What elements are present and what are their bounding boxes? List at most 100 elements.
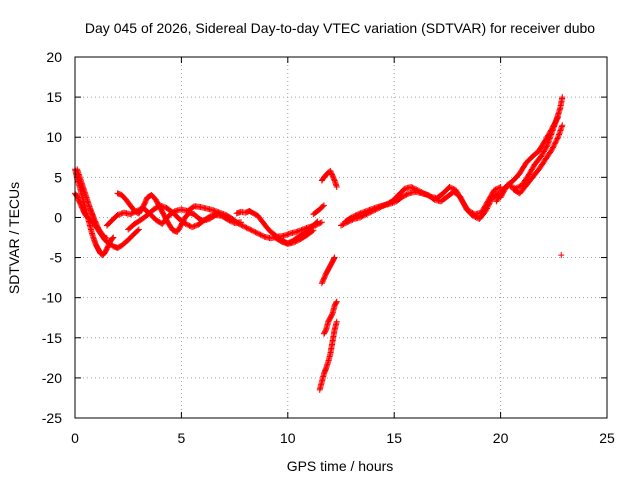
data-point	[459, 198, 466, 205]
data-point	[257, 231, 264, 238]
data-point	[134, 227, 141, 234]
data-point	[242, 224, 249, 231]
data-point	[185, 222, 192, 229]
data-point	[486, 200, 493, 207]
data-point	[310, 227, 317, 234]
data-point	[469, 212, 476, 219]
point-layer	[72, 94, 566, 393]
data-point	[559, 94, 566, 101]
data-point	[495, 185, 502, 192]
y-tick-label: -10	[42, 290, 62, 306]
data-point	[252, 229, 259, 236]
data-point	[458, 196, 465, 203]
data-point	[182, 220, 189, 227]
data-point	[258, 232, 265, 239]
data-point	[552, 139, 559, 146]
data-point	[295, 237, 302, 244]
data-point	[484, 204, 491, 211]
data-point	[483, 205, 490, 212]
chart-title: Day 045 of 2026, Sidereal Day-to-day VTE…	[85, 20, 595, 36]
series-track-i	[310, 202, 327, 218]
data-point	[331, 255, 338, 262]
y-tick-label: -15	[42, 330, 62, 346]
data-point	[214, 211, 221, 218]
data-point	[127, 211, 134, 218]
series-track-k	[316, 318, 340, 393]
data-point	[516, 183, 523, 190]
data-point	[555, 114, 562, 121]
data-point	[352, 212, 359, 219]
data-point	[493, 185, 500, 192]
data-point	[548, 147, 555, 154]
data-point	[461, 202, 468, 209]
data-point	[109, 235, 116, 242]
data-point	[485, 201, 492, 208]
data-point	[554, 135, 561, 142]
data-point	[447, 184, 454, 191]
data-point	[338, 222, 344, 229]
data-point	[559, 122, 566, 129]
data-point	[403, 191, 410, 198]
data-point	[553, 136, 560, 143]
series-track-c	[74, 166, 110, 242]
series-track-f	[125, 202, 221, 233]
data-point	[313, 219, 320, 226]
data-point	[457, 193, 464, 200]
data-point	[256, 231, 263, 238]
data-point	[320, 202, 327, 209]
data-point	[485, 202, 492, 209]
series-outlier	[558, 252, 565, 259]
data-point	[291, 239, 298, 246]
y-tick-label: 10	[46, 129, 62, 145]
data-point	[309, 228, 316, 235]
data-point	[319, 203, 326, 210]
tick-layer: 0 5 10 15 20 25 -25 -20 -15 -10 -5 0 5 10 15 20	[42, 49, 615, 446]
series-track-l	[320, 298, 340, 337]
data-point	[110, 234, 117, 241]
data-point	[457, 194, 464, 201]
data-point	[225, 216, 232, 223]
y-tick-label: -5	[50, 250, 63, 266]
data-point	[333, 183, 340, 190]
data-point	[460, 200, 467, 207]
x-axis-label: GPS time / hours	[287, 458, 394, 474]
data-point	[331, 254, 338, 261]
data-point	[549, 144, 556, 151]
grid-layer	[75, 57, 607, 418]
data-point	[237, 219, 244, 226]
data-point	[243, 224, 250, 231]
plot-frame	[74, 56, 608, 419]
data-point	[549, 145, 556, 152]
data-point	[333, 298, 340, 305]
series-track-r	[510, 122, 566, 197]
y-tick-label: 0	[54, 209, 62, 225]
data-point	[553, 138, 560, 145]
y-tick-label: 5	[54, 169, 62, 185]
data-point	[492, 186, 499, 193]
data-point	[339, 221, 346, 228]
data-point	[351, 213, 358, 220]
data-point	[554, 115, 561, 122]
data-point	[404, 191, 411, 198]
data-point	[349, 213, 356, 220]
data-point	[483, 206, 490, 213]
data-point	[314, 218, 321, 225]
data-point	[333, 299, 340, 306]
data-point	[558, 252, 565, 259]
data-point	[462, 203, 469, 210]
series-track-o	[342, 188, 502, 225]
data-point	[248, 227, 255, 234]
data-point	[183, 221, 190, 228]
data-point	[186, 222, 193, 229]
data-point	[472, 214, 479, 221]
data-point	[135, 226, 142, 233]
data-point	[293, 238, 300, 245]
data-point	[551, 140, 558, 147]
data-point	[318, 219, 325, 226]
data-point	[255, 230, 262, 237]
x-tick-label: 15	[386, 430, 402, 446]
series-track-j	[318, 167, 340, 190]
data-point	[247, 226, 254, 233]
y-tick-label: -20	[42, 370, 62, 386]
